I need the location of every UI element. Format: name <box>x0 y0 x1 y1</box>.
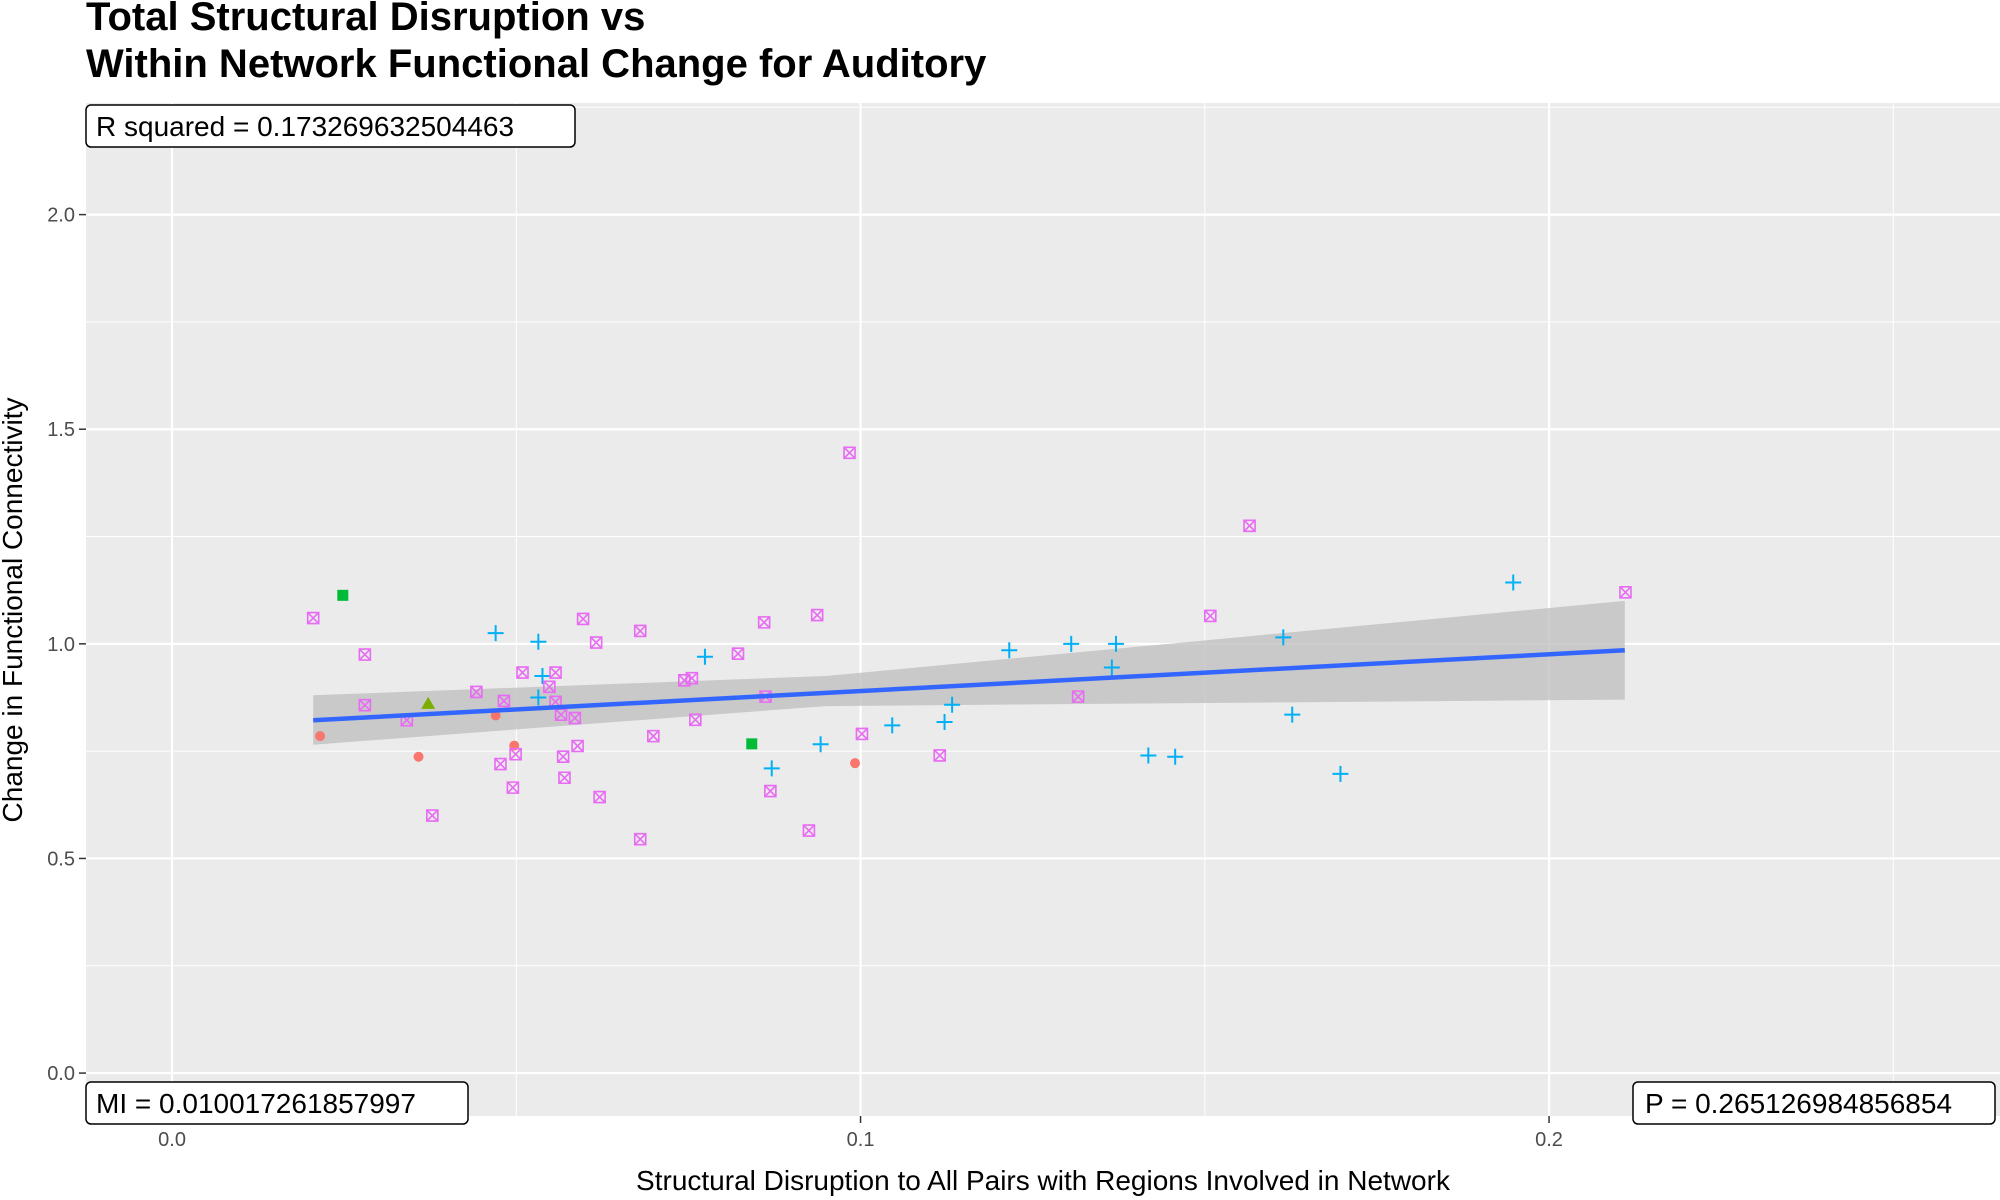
data-point-box-x <box>647 729 660 743</box>
data-point-plus <box>1275 629 1292 646</box>
data-point-box-x <box>843 446 856 460</box>
r-squared-label: R squared = 0.173269632504463 <box>96 111 514 142</box>
data-point-box-x <box>543 680 556 694</box>
data-point-circle <box>850 758 861 769</box>
fit-line-group <box>313 648 1625 723</box>
data-point-plus <box>1103 659 1120 676</box>
data-point-plus <box>1063 635 1080 652</box>
y-tick-label: 1.5 <box>47 419 75 441</box>
data-point-box-x <box>516 666 529 679</box>
data-point-box-x <box>810 608 824 622</box>
data-point-plus <box>534 668 551 685</box>
data-point-box-x <box>633 832 647 846</box>
data-points <box>306 446 1632 846</box>
data-point-circle <box>490 710 501 721</box>
mi-annotation: MI = 0.010017261857997 <box>85 1081 469 1125</box>
axis-ticks: 0.0 0.1 0.2 0.0 0.5 1.0 1.5 2.0 <box>47 205 1563 1151</box>
data-point-box-x <box>1619 586 1632 599</box>
data-point-box-x <box>731 647 745 661</box>
data-point-box-x <box>855 727 869 741</box>
data-point-box-x <box>593 790 606 804</box>
data-point-plus <box>812 736 829 753</box>
chart-title-line-2: Within Network Functional Change for Aud… <box>86 42 987 86</box>
data-point-plus <box>1284 706 1301 723</box>
data-point-plus <box>1505 574 1522 591</box>
data-point-square <box>337 589 349 601</box>
data-point-plus <box>487 625 504 642</box>
data-point-plus <box>1001 642 1018 659</box>
y-tick-label: 2.0 <box>47 205 75 227</box>
data-point-plus <box>1140 747 1157 764</box>
data-point-box-x <box>633 624 647 638</box>
data-point-square <box>746 738 758 750</box>
data-point-box-x <box>497 694 511 708</box>
data-point-box-x <box>426 809 439 822</box>
y-axis-title: Change in Functional Connectivity <box>0 398 28 823</box>
data-point-box-x <box>470 685 483 699</box>
data-point-box-x <box>1204 609 1217 623</box>
data-point-box-x <box>358 698 372 712</box>
data-point-box-x <box>509 747 522 761</box>
data-point-plus <box>1167 748 1184 765</box>
data-point-box-x <box>802 824 816 837</box>
confidence-band-area <box>313 600 1625 745</box>
data-point-box-x <box>1071 690 1085 703</box>
data-point-plus <box>763 760 780 777</box>
data-point-box-x <box>571 739 584 753</box>
data-point-box-x <box>589 636 603 649</box>
data-point-plus <box>1107 635 1124 652</box>
x-axis-title: Structural Disruption to All Pairs with … <box>636 1165 1451 1196</box>
data-point-triangle <box>421 696 436 709</box>
data-point-box-x <box>549 666 562 679</box>
plot-panel <box>86 103 2000 1116</box>
data-point-box-x <box>558 771 571 785</box>
data-point-plus <box>884 717 901 734</box>
r-squared-box <box>85 104 576 148</box>
data-point-box-x <box>933 749 947 762</box>
y-tick-label: 0.0 <box>47 1063 75 1085</box>
x-tick-label: 0.0 <box>158 1129 186 1151</box>
data-point-box-x <box>494 757 507 771</box>
data-point-box-x <box>757 616 771 629</box>
data-point-box-x <box>306 611 320 625</box>
data-point-box-x <box>568 711 582 725</box>
r-squared-annotation: R squared = 0.173269632504463 <box>85 104 576 148</box>
data-point-box-x <box>358 648 372 661</box>
data-point-plus <box>696 648 713 665</box>
data-point-plus <box>1332 765 1349 782</box>
data-point-box-x <box>556 750 570 764</box>
data-point-box-x <box>685 671 699 685</box>
data-point-box-x <box>764 784 777 798</box>
confidence-band <box>313 600 1625 745</box>
x-tick-label: 0.1 <box>847 1129 875 1151</box>
chart-title-line-1: Total Structural Disruption vs <box>86 0 645 39</box>
data-point-box-x <box>689 713 702 727</box>
data-point-circle <box>315 731 326 742</box>
data-point-plus <box>530 633 547 650</box>
mi-box <box>85 1081 469 1125</box>
x-tick-label: 0.2 <box>1535 1129 1563 1151</box>
data-point-box-x <box>506 781 520 794</box>
data-point-plus <box>530 689 547 706</box>
p-annotation: P = 0.265126984856854 <box>1632 1081 1996 1125</box>
fit-line <box>313 648 1625 723</box>
data-point-box-x <box>576 612 590 626</box>
y-tick-label: 0.5 <box>47 848 75 870</box>
data-point-box-x <box>1243 519 1256 533</box>
y-tick-label: 1.0 <box>47 634 75 656</box>
p-box <box>1632 1081 1996 1125</box>
data-point-plus <box>944 696 961 713</box>
grid-lines <box>86 103 2000 1116</box>
data-point-circle <box>413 751 424 762</box>
mi-label: MI = 0.010017261857997 <box>96 1088 416 1119</box>
data-point-plus <box>936 713 953 730</box>
p-label: P = 0.265126984856854 <box>1645 1088 1952 1119</box>
